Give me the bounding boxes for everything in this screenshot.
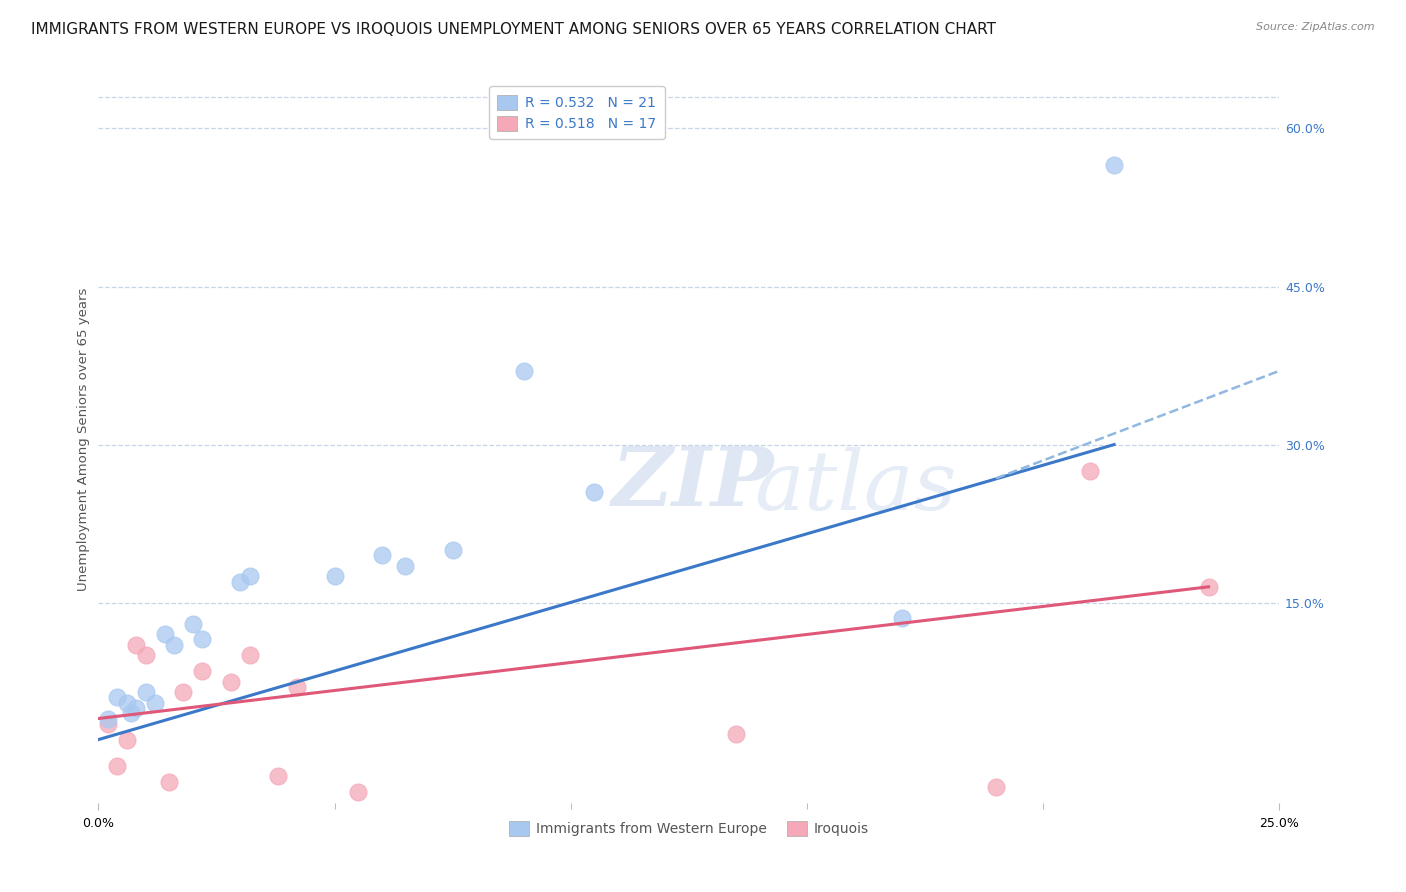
Point [125, 701, 148, 715]
Point [285, 680, 308, 694]
Point [191, 664, 214, 678]
Point [143, 696, 166, 710]
Point [1102, 158, 1125, 172]
Point [135, 685, 157, 699]
Point [97, 712, 120, 726]
Point [323, 569, 346, 583]
Point [890, 611, 912, 625]
Point [172, 685, 194, 699]
Point [984, 780, 1007, 794]
Text: ZIP: ZIP [612, 443, 775, 523]
Point [153, 627, 176, 641]
Point [191, 632, 214, 647]
Point [1198, 580, 1220, 594]
Point [394, 558, 416, 573]
Point [1080, 464, 1102, 478]
Point [115, 732, 138, 747]
Point [105, 759, 128, 773]
Point [371, 548, 394, 562]
Point [105, 690, 128, 705]
Point [115, 696, 138, 710]
Text: Source: ZipAtlas.com: Source: ZipAtlas.com [1257, 22, 1375, 32]
Point [441, 543, 464, 558]
Point [583, 485, 606, 500]
Point [347, 785, 370, 799]
Point [163, 638, 186, 652]
Point [239, 569, 262, 583]
Point [181, 616, 204, 631]
Point [512, 364, 534, 378]
Point [267, 769, 290, 783]
Point [219, 674, 242, 689]
Point [125, 638, 148, 652]
Point [97, 716, 120, 731]
Point [229, 574, 252, 589]
Point [725, 727, 748, 741]
Point [121, 706, 143, 721]
Y-axis label: Unemployment Among Seniors over 65 years: Unemployment Among Seniors over 65 years [77, 287, 90, 591]
Text: atlas: atlas [754, 447, 956, 526]
Point [157, 774, 180, 789]
Point [135, 648, 157, 663]
Text: IMMIGRANTS FROM WESTERN EUROPE VS IROQUOIS UNEMPLOYMENT AMONG SENIORS OVER 65 YE: IMMIGRANTS FROM WESTERN EUROPE VS IROQUO… [31, 22, 995, 37]
Point [239, 648, 262, 663]
Legend: Immigrants from Western Europe, Iroquois: Immigrants from Western Europe, Iroquois [502, 814, 876, 843]
